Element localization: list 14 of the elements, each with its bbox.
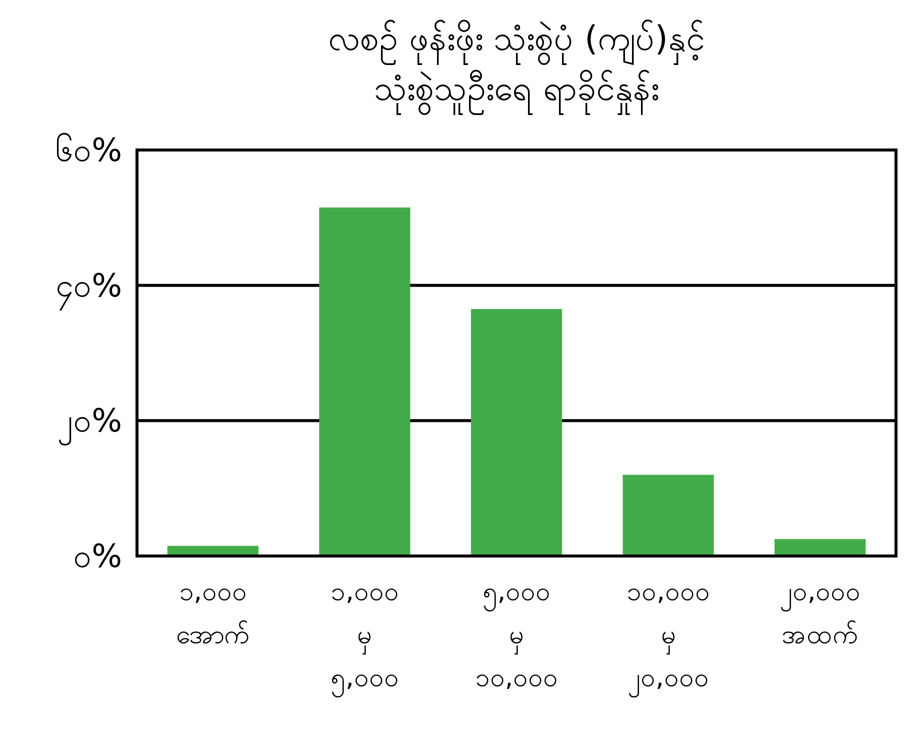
bar	[622, 474, 714, 556]
x-tick-label: ၂၀,၀၀၀ အထက်	[779, 577, 861, 650]
x-tick-label: ၁,၀၀၀ အောက်	[176, 577, 250, 650]
bar	[774, 539, 866, 556]
y-tick-label: ၄၀%	[56, 266, 122, 310]
chart-title: လစဉ် ဖုန်းဖိုး သုံးစွဲပုံ (ကျပ်)နှင့် သုံးစွဲသူဦးရေ ရာခိုင်နှုန်း	[328, 19, 705, 115]
x-tick-label: ၅,၀၀၀ မှ ၁၀,၀၀၀	[474, 577, 558, 693]
x-tick-label: ၁,၀၀၀ မှ ၅,၀၀၀	[330, 577, 399, 698]
bar	[470, 309, 562, 556]
x-tick-label: ၁၀,၀၀၀ မှ ၂၀,၀၀၀	[626, 577, 710, 698]
y-tick-label: ၂၀%	[58, 402, 122, 446]
bar	[319, 208, 410, 556]
y-tick-label: ၀%	[74, 537, 122, 575]
y-tick-label: ၆၀%	[56, 131, 122, 169]
